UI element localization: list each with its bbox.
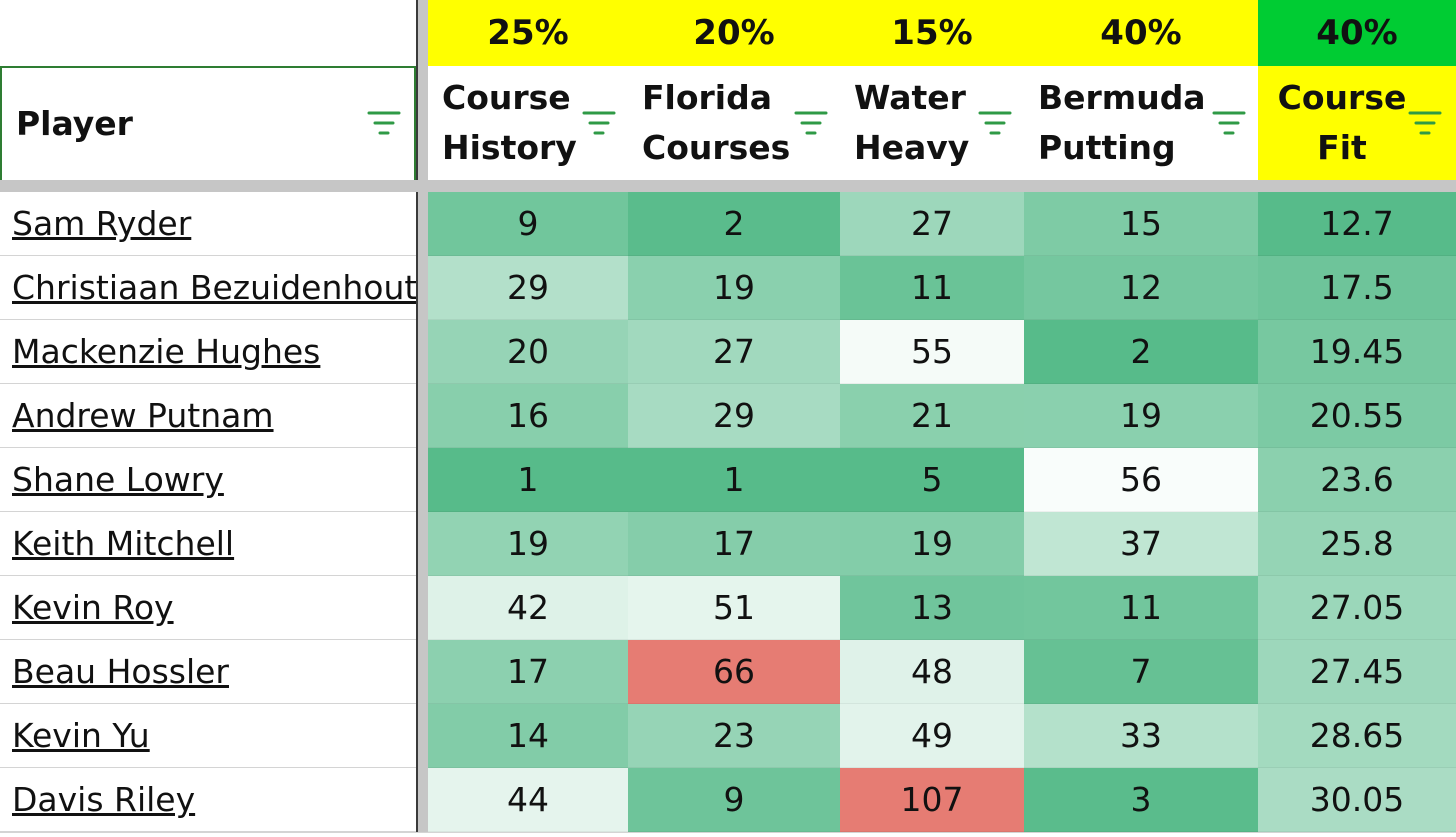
filter-icon	[794, 111, 828, 135]
filter-icon	[367, 111, 401, 135]
cell-course-fit[interactable]: 28.65	[1258, 704, 1456, 768]
cell-course-fit[interactable]: 19.45	[1258, 320, 1456, 384]
cell-water-heavy[interactable]: 107	[840, 768, 1024, 832]
header-course-fit[interactable]: Course Fit	[1258, 66, 1456, 180]
filter-icon	[582, 111, 616, 135]
player-name-link[interactable]: Shane Lowry	[0, 448, 416, 512]
cell-course-fit[interactable]: 12.7	[1258, 192, 1456, 256]
cell-course-fit[interactable]: 27.45	[1258, 640, 1456, 704]
cell-bermuda-putting[interactable]: 12	[1024, 256, 1258, 320]
filter-icon	[1408, 111, 1442, 135]
cell-water-heavy[interactable]: 49	[840, 704, 1024, 768]
player-name-link[interactable]: Kevin Yu	[0, 704, 416, 768]
cell-water-heavy[interactable]: 5	[840, 448, 1024, 512]
header-florida-courses-label: Florida Courses	[642, 78, 791, 167]
header-course-history-label: Course History	[442, 78, 577, 167]
cell-bermuda-putting[interactable]: 19	[1024, 384, 1258, 448]
cell-florida-courses[interactable]: 23	[628, 704, 840, 768]
header-course-fit-label: Course Fit	[1277, 78, 1407, 167]
cell-bermuda-putting[interactable]: 56	[1024, 448, 1258, 512]
header-player[interactable]: Player	[0, 66, 416, 180]
cell-course-history[interactable]: 9	[428, 192, 628, 256]
cell-florida-courses[interactable]: 9	[628, 768, 840, 832]
cell-florida-courses[interactable]: 17	[628, 512, 840, 576]
cell-course-history[interactable]: 29	[428, 256, 628, 320]
frozen-row-divider[interactable]	[0, 180, 1456, 192]
cell-water-heavy[interactable]: 48	[840, 640, 1024, 704]
cell-florida-courses[interactable]: 51	[628, 576, 840, 640]
cell-water-heavy[interactable]: 27	[840, 192, 1024, 256]
cell-bermuda-putting[interactable]: 3	[1024, 768, 1258, 832]
cell-course-history[interactable]: 1	[428, 448, 628, 512]
cell-water-heavy[interactable]: 19	[840, 512, 1024, 576]
filter-button-water-heavy[interactable]	[978, 110, 1012, 136]
header-water-heavy-label: Water Heavy	[854, 78, 970, 167]
player-name-link[interactable]: Davis Riley	[0, 768, 416, 832]
cell-course-history[interactable]: 16	[428, 384, 628, 448]
cell-course-fit[interactable]: 27.05	[1258, 576, 1456, 640]
cell-course-fit[interactable]: 17.5	[1258, 256, 1456, 320]
cell-bermuda-putting[interactable]: 7	[1024, 640, 1258, 704]
cell-course-fit[interactable]: 30.05	[1258, 768, 1456, 832]
corner-blank-cell[interactable]	[0, 0, 416, 66]
header-bermuda-putting-label: Bermuda Putting	[1038, 78, 1206, 167]
player-name-link[interactable]: Keith Mitchell	[0, 512, 416, 576]
cell-course-fit[interactable]: 25.8	[1258, 512, 1456, 576]
filter-button-bermuda-putting[interactable]	[1212, 110, 1246, 136]
cell-water-heavy[interactable]: 13	[840, 576, 1024, 640]
cell-course-fit[interactable]: 23.6	[1258, 448, 1456, 512]
player-name-link[interactable]: Kevin Roy	[0, 576, 416, 640]
cell-bermuda-putting[interactable]: 33	[1024, 704, 1258, 768]
cell-course-history[interactable]: 44	[428, 768, 628, 832]
cell-course-fit[interactable]: 20.55	[1258, 384, 1456, 448]
cell-florida-courses[interactable]: 29	[628, 384, 840, 448]
weight-water-heavy[interactable]: 15%	[840, 0, 1024, 66]
player-name-link[interactable]: Mackenzie Hughes	[0, 320, 416, 384]
cell-florida-courses[interactable]: 19	[628, 256, 840, 320]
cell-bermuda-putting[interactable]: 15	[1024, 192, 1258, 256]
player-name-link[interactable]: Sam Ryder	[0, 192, 416, 256]
weight-florida-courses[interactable]: 20%	[628, 0, 840, 66]
next-row-edge	[0, 832, 1456, 837]
cell-florida-courses[interactable]: 66	[628, 640, 840, 704]
filter-button-player[interactable]	[367, 110, 401, 136]
cell-course-history[interactable]: 19	[428, 512, 628, 576]
cell-bermuda-putting[interactable]: 37	[1024, 512, 1258, 576]
filter-icon	[1212, 111, 1246, 135]
header-player-label: Player	[16, 104, 133, 143]
filter-button-florida-courses[interactable]	[794, 110, 828, 136]
weight-course-fit[interactable]: 40%	[1258, 0, 1456, 66]
filter-icon	[978, 111, 1012, 135]
cell-course-history[interactable]: 14	[428, 704, 628, 768]
player-name-link[interactable]: Andrew Putnam	[0, 384, 416, 448]
cell-florida-courses[interactable]: 1	[628, 448, 840, 512]
cell-water-heavy[interactable]: 55	[840, 320, 1024, 384]
cell-course-history[interactable]: 17	[428, 640, 628, 704]
cell-water-heavy[interactable]: 11	[840, 256, 1024, 320]
cell-water-heavy[interactable]: 21	[840, 384, 1024, 448]
cell-course-history[interactable]: 20	[428, 320, 628, 384]
cell-course-history[interactable]: 42	[428, 576, 628, 640]
filter-button-course-fit[interactable]	[1408, 110, 1442, 136]
player-name-link[interactable]: Beau Hossler	[0, 640, 416, 704]
player-name-link[interactable]: Christiaan Bezuidenhout	[0, 256, 416, 320]
frozen-column-divider[interactable]	[416, 0, 428, 837]
cell-florida-courses[interactable]: 27	[628, 320, 840, 384]
cell-bermuda-putting[interactable]: 11	[1024, 576, 1258, 640]
weight-course-history[interactable]: 25%	[428, 0, 628, 66]
header-florida-courses[interactable]: Florida Courses	[628, 66, 840, 180]
weight-bermuda-putting[interactable]: 40%	[1024, 0, 1258, 66]
cell-florida-courses[interactable]: 2	[628, 192, 840, 256]
filter-button-course-history[interactable]	[582, 110, 616, 136]
cell-bermuda-putting[interactable]: 2	[1024, 320, 1258, 384]
